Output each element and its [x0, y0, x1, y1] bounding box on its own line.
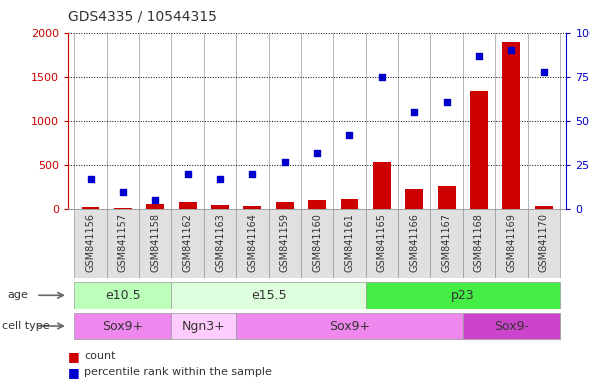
Text: e10.5: e10.5	[105, 289, 140, 302]
Text: GSM841161: GSM841161	[345, 213, 355, 271]
Text: ■: ■	[68, 366, 80, 379]
Point	[215, 176, 225, 182]
Bar	[438, 186, 455, 209]
Text: GSM841158: GSM841158	[150, 213, 160, 272]
Bar	[236, 209, 268, 278]
Bar	[244, 206, 261, 209]
Text: count: count	[84, 351, 116, 361]
Text: GDS4335 / 10544315: GDS4335 / 10544315	[68, 10, 217, 23]
Bar	[333, 209, 366, 278]
Point	[150, 197, 160, 204]
Text: p23: p23	[451, 289, 474, 302]
Bar	[373, 162, 391, 209]
Point	[507, 47, 516, 53]
Text: Sox9-: Sox9-	[494, 319, 529, 333]
Bar	[107, 209, 139, 278]
Text: GSM841168: GSM841168	[474, 213, 484, 271]
Bar	[366, 209, 398, 278]
Bar	[308, 200, 326, 209]
Bar	[301, 209, 333, 278]
Point	[280, 159, 290, 165]
Text: GSM841163: GSM841163	[215, 213, 225, 271]
Bar	[211, 205, 229, 209]
Text: GSM841157: GSM841157	[118, 213, 128, 272]
Text: GSM841156: GSM841156	[86, 213, 96, 272]
Bar	[405, 189, 423, 209]
Text: age: age	[8, 290, 28, 300]
Bar	[204, 209, 236, 278]
Point	[183, 171, 192, 177]
Bar	[398, 209, 431, 278]
Bar	[139, 209, 172, 278]
Point	[442, 98, 451, 104]
Point	[474, 53, 484, 59]
Text: GSM841170: GSM841170	[539, 213, 549, 272]
Text: GSM841167: GSM841167	[442, 213, 451, 272]
Bar	[463, 209, 495, 278]
Bar	[276, 202, 294, 209]
Point	[539, 68, 549, 74]
Bar	[463, 313, 560, 339]
Bar	[179, 202, 196, 209]
Text: Ngn3+: Ngn3+	[182, 319, 226, 333]
Text: GSM841160: GSM841160	[312, 213, 322, 271]
Bar	[431, 209, 463, 278]
Text: GSM841162: GSM841162	[183, 213, 192, 272]
Bar	[81, 207, 99, 209]
Bar	[74, 209, 107, 278]
Point	[409, 109, 419, 115]
Text: Sox9+: Sox9+	[102, 319, 143, 333]
Text: percentile rank within the sample: percentile rank within the sample	[84, 367, 272, 377]
Bar	[495, 209, 527, 278]
Bar	[74, 282, 172, 309]
Text: GSM841164: GSM841164	[247, 213, 257, 271]
Bar	[172, 282, 366, 309]
Bar	[74, 313, 172, 339]
Point	[312, 150, 322, 156]
Text: GSM841166: GSM841166	[409, 213, 419, 271]
Bar	[268, 209, 301, 278]
Text: GSM841169: GSM841169	[506, 213, 516, 271]
Point	[118, 189, 127, 195]
Bar	[527, 209, 560, 278]
Text: cell type: cell type	[2, 321, 50, 331]
Text: e15.5: e15.5	[251, 289, 286, 302]
Bar	[236, 313, 463, 339]
Text: Sox9+: Sox9+	[329, 319, 370, 333]
Text: GSM841165: GSM841165	[377, 213, 387, 272]
Point	[248, 171, 257, 177]
Point	[86, 176, 95, 182]
Text: GSM841159: GSM841159	[280, 213, 290, 272]
Bar	[172, 209, 204, 278]
Point	[377, 74, 386, 80]
Bar	[146, 204, 164, 209]
Text: ■: ■	[68, 350, 80, 363]
Bar	[340, 199, 358, 209]
Bar	[366, 282, 560, 309]
Point	[345, 132, 354, 138]
Bar	[535, 206, 553, 209]
Bar	[172, 313, 236, 339]
Bar	[470, 91, 488, 209]
Bar	[503, 42, 520, 209]
